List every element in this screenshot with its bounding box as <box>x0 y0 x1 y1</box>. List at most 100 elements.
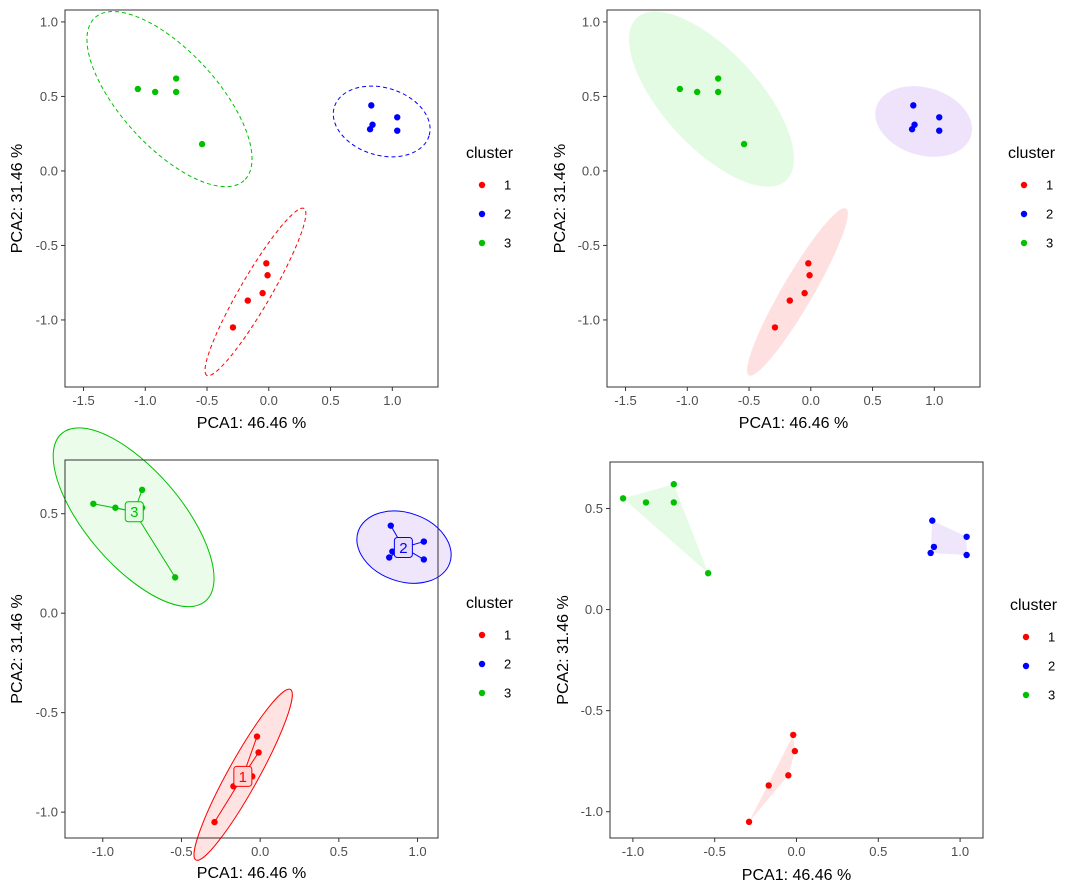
legend-label-1: 1 <box>504 178 511 193</box>
cluster-3-center-box <box>124 501 144 523</box>
x-tick-label: 0.0 <box>802 393 820 408</box>
x-tick-label: -1.0 <box>622 844 644 859</box>
x-tick-label: -0.5 <box>703 844 725 859</box>
y-tick-label: -0.5 <box>578 238 600 253</box>
legend: cluster 1 2 3 <box>466 595 514 701</box>
legend: cluster 1 2 3 <box>466 145 514 251</box>
x-tick-label: 0.5 <box>322 393 340 408</box>
legend-title: cluster <box>1008 145 1056 162</box>
cluster-3-point <box>676 85 684 93</box>
cluster-1-point <box>264 272 271 279</box>
y-tick-label: 0.0 <box>585 602 603 617</box>
cluster-1-ellipse <box>747 208 848 376</box>
cluster-3-point <box>714 88 722 96</box>
x-tick-label: -1.5 <box>72 393 94 408</box>
legend-label-2: 2 <box>504 207 511 222</box>
cluster-2-point <box>929 517 936 524</box>
legend-key-2 <box>1020 210 1028 218</box>
cluster-1-point <box>786 297 793 304</box>
x-tick-label: -1.5 <box>614 393 636 408</box>
legend-key-1 <box>1020 181 1028 189</box>
legend-label-3: 3 <box>504 686 511 701</box>
cluster-1-point <box>229 324 237 331</box>
cluster-3-point <box>670 499 678 506</box>
y-tick-label: 0.0 <box>582 163 600 178</box>
y-axis-title: PCA2: 31.46 % <box>9 144 26 253</box>
legend-label-2: 2 <box>1048 659 1055 674</box>
cluster-2-point <box>394 127 401 134</box>
cluster-1-point <box>771 324 779 331</box>
y-tick-label: -1.0 <box>581 804 603 819</box>
plot-border <box>64 459 439 839</box>
cluster-3-point <box>172 88 180 96</box>
cluster-3-hull <box>623 484 709 574</box>
x-tick-label: -0.5 <box>196 393 218 408</box>
cluster-3-spoke <box>133 511 176 578</box>
legend-key-2 <box>478 660 486 668</box>
cluster-2-point <box>420 556 428 563</box>
legend-label-1: 1 <box>1046 178 1053 193</box>
y-axis-title: PCA2: 31.46 % <box>9 594 26 703</box>
legend-title: cluster <box>466 145 514 162</box>
x-tick-label: 0.0 <box>787 844 805 859</box>
y-axis-title: PCA2: 31.46 % <box>555 595 572 704</box>
cluster-3-center-label: 3 <box>130 504 138 521</box>
cluster-1-hull <box>749 734 795 822</box>
x-tick-label: -1.0 <box>92 844 114 859</box>
legend-key-3 <box>478 239 486 247</box>
cluster-3-point <box>90 500 97 507</box>
cluster-1-point <box>790 731 797 739</box>
cluster-2-point <box>366 126 374 133</box>
cluster-1-point <box>263 260 270 267</box>
y-tick-label: 0.5 <box>582 89 600 104</box>
cluster-1-center-box <box>233 765 253 787</box>
legend-key-1 <box>1022 633 1030 641</box>
plot-border <box>606 9 981 388</box>
chart-panel-4: -1.0 -0.5 0.0 0.5 1.0 -1.0 -0.5 0.0 0.5 PCA1: 46.… <box>555 461 1058 884</box>
cluster-1-center-label: 1 <box>239 769 247 786</box>
cluster-1-point <box>259 289 266 297</box>
x-tick-label: 1.0 <box>409 844 427 859</box>
plot-area <box>65 10 438 387</box>
cluster-1-point <box>791 747 799 755</box>
plot-border <box>609 461 984 839</box>
legend: cluster 1 2 3 <box>1008 145 1056 251</box>
cluster-2-point <box>963 533 970 540</box>
cluster-2-point <box>386 554 393 561</box>
cluster-3-point <box>138 486 146 494</box>
legend-label-3: 3 <box>504 236 511 251</box>
legend-key-3 <box>1022 691 1030 699</box>
y-tick-label: 0.0 <box>40 163 58 178</box>
legend-key-1 <box>478 631 486 639</box>
y-tick-label: -1.0 <box>36 312 58 327</box>
chart-panel-1: -1.5 -1.0 -0.5 0.0 0.5 1.0 -1.0 -0.5 0.0 0.5 1.0 PC… <box>9 9 514 432</box>
x-tick-label: 1.0 <box>383 393 401 408</box>
legend-key-3 <box>1020 239 1028 247</box>
cluster-1-point <box>785 772 792 779</box>
cluster-1-point <box>806 272 813 279</box>
cluster-2-point <box>368 102 375 109</box>
cluster-2-point <box>930 543 938 551</box>
cluster-3-point <box>693 88 701 96</box>
legend-key-2 <box>478 210 486 218</box>
cluster-1-ellipse <box>204 207 307 377</box>
x-tick-label: -1.0 <box>134 393 156 408</box>
cluster-3-point <box>151 88 159 96</box>
cluster-2-point <box>908 126 916 133</box>
x-tick-label: -1.0 <box>676 393 698 408</box>
cluster-1-point <box>211 818 218 826</box>
cluster-2-point <box>910 102 917 109</box>
chart-panel-2: -1.5 -1.0 -0.5 0.0 0.5 1.0 -1.0 -0.5 0.0 0.5 1.0 PC… <box>552 9 1056 432</box>
x-tick-label: 1.0 <box>951 844 969 859</box>
legend: cluster 1 2 3 <box>1010 597 1058 703</box>
x-tick-label: 0.5 <box>869 844 887 859</box>
x-axis-title: PCA1: 46.46 % <box>197 415 306 432</box>
cluster-2-center-label: 2 <box>399 540 407 557</box>
legend-label-2: 2 <box>1046 207 1053 222</box>
cluster-1-point <box>765 782 772 789</box>
x-tick-label: -0.5 <box>738 393 760 408</box>
y-tick-label: -0.5 <box>36 705 58 720</box>
x-tick-label: -0.5 <box>170 844 192 859</box>
cluster-3-point <box>619 495 627 502</box>
cluster-3-point <box>112 504 119 511</box>
